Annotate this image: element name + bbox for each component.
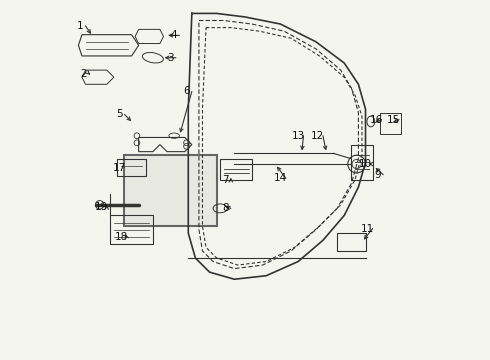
Text: 12: 12 — [311, 131, 324, 141]
Text: 9: 9 — [374, 170, 381, 180]
Text: 17: 17 — [113, 163, 126, 172]
Text: 8: 8 — [222, 203, 229, 213]
Text: 4: 4 — [171, 30, 177, 40]
Text: 14: 14 — [274, 173, 287, 183]
Text: 6: 6 — [183, 86, 190, 96]
Text: 15: 15 — [387, 115, 400, 125]
Bar — [124, 155, 217, 226]
Text: 7: 7 — [222, 175, 229, 185]
Text: 16: 16 — [369, 115, 383, 125]
Text: 5: 5 — [116, 109, 122, 120]
Text: 13: 13 — [292, 131, 305, 141]
Text: 19: 19 — [95, 202, 108, 212]
Text: 2: 2 — [80, 69, 87, 79]
Text: 1: 1 — [77, 21, 83, 31]
Text: 3: 3 — [167, 53, 174, 63]
Text: 11: 11 — [361, 224, 374, 234]
Text: 10: 10 — [359, 159, 372, 169]
Text: 18: 18 — [114, 232, 127, 242]
